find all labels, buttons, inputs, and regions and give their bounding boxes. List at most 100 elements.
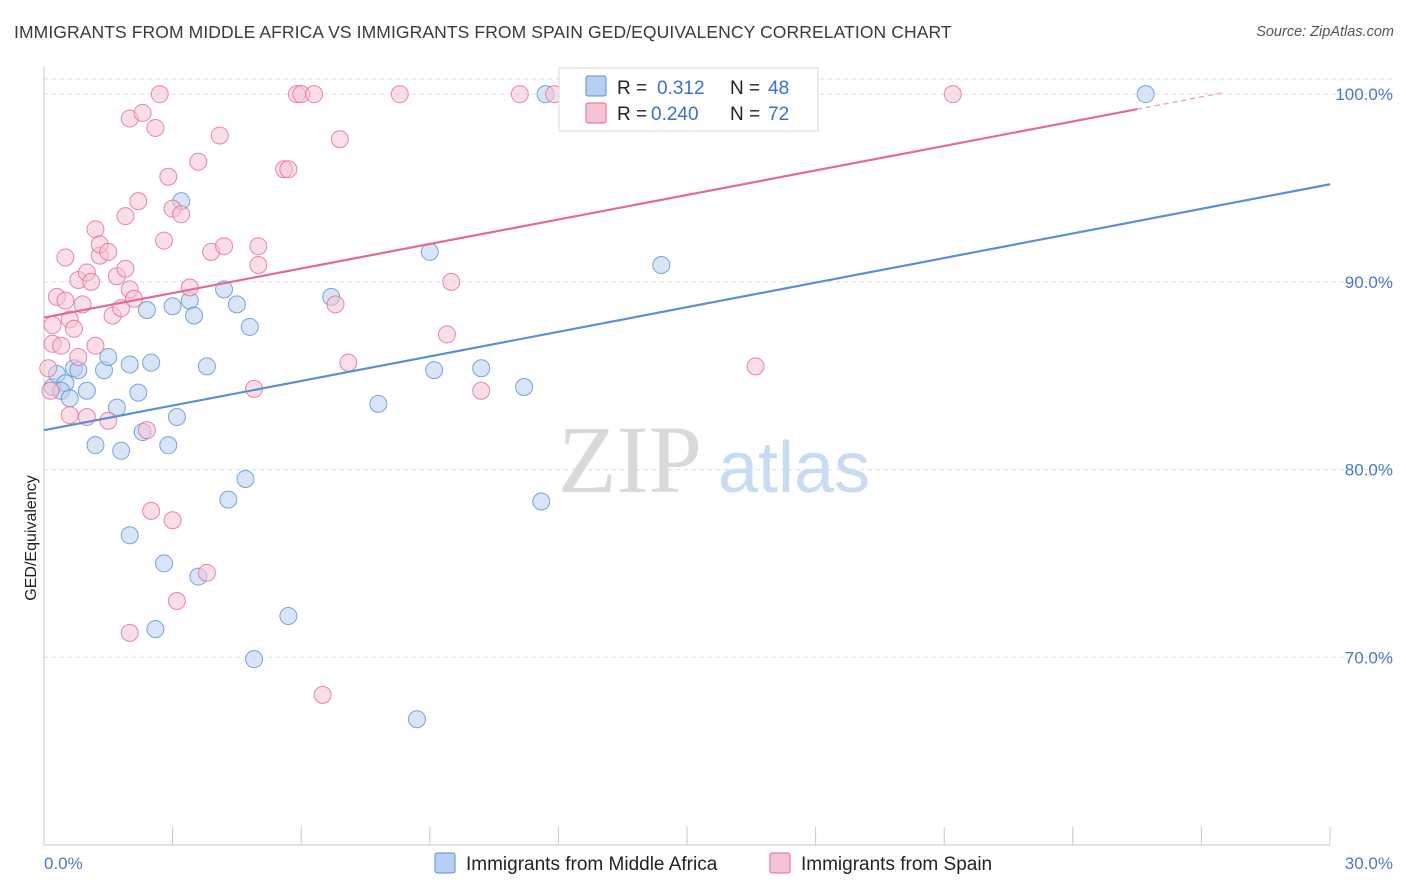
- point-series1-36: [146, 118, 165, 137]
- point-series0-42: [515, 377, 534, 396]
- legend-n-value-1: 48: [768, 78, 789, 99]
- point-series1-45: [189, 152, 208, 171]
- y-tick-label-1: 80.0%: [1345, 461, 1393, 480]
- legend-n-label-1: N =: [730, 78, 760, 99]
- point-series1-48: [210, 126, 229, 145]
- point-series1-0: [39, 359, 58, 378]
- point-series1-43: [172, 205, 191, 224]
- point-series1-68: [746, 357, 765, 376]
- point-series0-8: [86, 436, 105, 455]
- point-series1-26: [116, 207, 135, 226]
- point-series1-8: [60, 406, 79, 425]
- point-series1-37: [150, 85, 169, 104]
- point-series0-28: [197, 357, 216, 376]
- trend-extension-series1: [1136, 92, 1223, 110]
- legend-r-label-1: R =: [617, 78, 647, 99]
- point-series1-57: [305, 85, 324, 104]
- point-series0-37: [369, 394, 388, 413]
- grid-lines: [44, 78, 1395, 658]
- data-points: [39, 85, 1155, 729]
- point-series1-52: [249, 255, 268, 274]
- watermark-atlas: atlas: [718, 428, 870, 508]
- point-series1-51: [249, 237, 268, 256]
- point-series0-35: [279, 606, 298, 625]
- point-series1-21: [99, 411, 118, 430]
- point-series1-58: [313, 685, 332, 704]
- point-series1-22: [99, 242, 118, 261]
- point-series0-13: [120, 526, 139, 545]
- point-series0-10: [99, 347, 118, 366]
- point-series0-4: [60, 389, 79, 408]
- point-series1-28: [120, 623, 139, 642]
- point-series0-20: [155, 554, 174, 573]
- point-series1-61: [339, 353, 358, 372]
- point-series1-3: [43, 316, 62, 335]
- point-series1-11: [69, 347, 88, 366]
- bottom-legend-label-pink: Immigrants from Spain: [801, 854, 992, 875]
- chart-title: IMMIGRANTS FROM MIDDLE AFRICA VS IMMIGRA…: [14, 22, 952, 42]
- point-series0-45: [652, 255, 671, 274]
- point-series1-6: [56, 248, 75, 267]
- point-series1-32: [129, 192, 148, 211]
- watermark-zip: ZIP: [558, 406, 702, 513]
- point-series1-54: [279, 160, 298, 179]
- point-series1-7: [56, 291, 75, 310]
- point-series1-64: [442, 272, 461, 291]
- point-series0-22: [163, 297, 182, 316]
- x-tick-label-max: 30.0%: [1345, 854, 1393, 873]
- point-series1-38: [155, 231, 174, 250]
- bottom-legend: Immigrants from Middle Africa Immigrants…: [434, 852, 992, 875]
- point-series1-10: [65, 319, 84, 338]
- point-series0-34: [245, 650, 264, 669]
- point-series0-17: [137, 301, 156, 320]
- point-series1-49: [215, 237, 234, 256]
- point-series1-35: [142, 501, 161, 520]
- source-label: Source: ZipAtlas.com: [1256, 24, 1394, 40]
- point-series0-26: [185, 306, 204, 325]
- point-series1-18: [86, 220, 105, 239]
- point-series1-39: [159, 167, 178, 186]
- y-tick-label-3: 100.0%: [1335, 85, 1393, 104]
- point-series0-38: [407, 710, 426, 729]
- point-series0-33: [240, 317, 259, 336]
- point-series0-12: [112, 441, 131, 460]
- legend-r-label-2: R =: [617, 104, 647, 125]
- point-series0-46: [1136, 85, 1155, 104]
- point-series1-16: [82, 272, 101, 291]
- trend-line-series1: [43, 108, 1138, 319]
- point-series0-7: [77, 381, 96, 400]
- point-series0-31: [227, 295, 246, 314]
- point-series0-41: [472, 359, 491, 378]
- point-series0-30: [219, 490, 238, 509]
- point-series1-1: [41, 381, 60, 400]
- point-series1-17: [86, 336, 105, 355]
- legend: R = 0.312 N = 48 R = 0.240 N = 72: [558, 67, 819, 132]
- legend-n-label-2: N =: [730, 104, 760, 125]
- point-series1-33: [133, 103, 152, 122]
- point-series1-62: [390, 85, 409, 104]
- point-series1-60: [330, 130, 349, 149]
- point-series1-66: [510, 85, 529, 104]
- bottom-legend-swatch-pink: [769, 852, 791, 874]
- point-series0-15: [129, 383, 148, 402]
- x-tick-label-min: 0.0%: [44, 854, 83, 873]
- point-series0-21: [159, 436, 178, 455]
- point-series0-40: [425, 361, 444, 380]
- point-series0-14: [120, 355, 139, 374]
- trend-lines: [43, 92, 1331, 432]
- point-series1-40: [163, 511, 182, 530]
- y-tick-labels: 70.0% 80.0% 90.0% 100.0%: [1335, 85, 1393, 667]
- axes: [43, 66, 1331, 846]
- point-series1-65: [472, 381, 491, 400]
- point-series0-43: [532, 492, 551, 511]
- point-series1-27: [116, 259, 135, 278]
- point-series0-18: [142, 353, 161, 372]
- bottom-legend-swatch-blue: [434, 852, 456, 874]
- point-series0-23: [167, 408, 186, 427]
- point-series1-34: [137, 421, 156, 440]
- legend-swatch-pink: [585, 102, 607, 124]
- point-series0-19: [146, 620, 165, 639]
- legend-r-value-1: 0.312: [657, 78, 705, 99]
- point-series1-59: [326, 295, 345, 314]
